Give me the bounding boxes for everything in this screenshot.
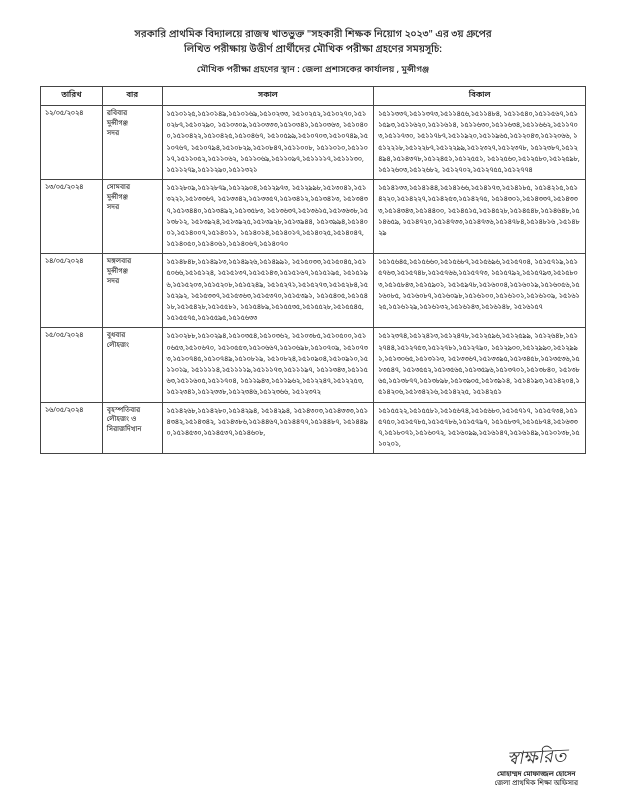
col-afternoon: বিকাল bbox=[374, 87, 586, 106]
document-page: সরকারি প্রাথমিক বিদ্যালয়ে রাজস্ব খাতভুক… bbox=[0, 0, 618, 800]
table-row: ১২/০৫/২০২৪রবিবারমুন্সীগঞ্জসদর১৫১০১২৫,১৫১… bbox=[41, 106, 586, 180]
cell-day: বুধবারলৌহজং bbox=[102, 328, 162, 402]
signature-title: জেলা প্রাথমিক শিক্ষা অফিসার bbox=[495, 779, 578, 788]
cell-afternoon: ১৫১১৩৩৭,১৫১১৩৭৩,১৫১১৪৫৬,১৫১১৪৮৪, ১৫১১৫৪০… bbox=[374, 106, 586, 180]
cell-afternoon: ১৫১২৩৭৪,১৫১২৪১৩,১৫১২৪৭৮,১৫১২৫৯৬,১৫১২৫৯৯,… bbox=[374, 328, 586, 402]
cell-morning: ১৫১২৮০৯,১৫১২৮৭৯,১৫১২৯০৪,১৫১২৯৭৩, ১৫১২৯৯৮… bbox=[162, 180, 374, 254]
cell-date: ১৪/০৫/২০২৪ bbox=[41, 254, 103, 328]
cell-morning: ১৫১৪২৬৮,১৫১৪২৮০,১৫১৪২৯৪, ১৫১৪২৯৪, ১৫১৪৩০… bbox=[162, 402, 374, 454]
col-day: বার bbox=[102, 87, 162, 106]
signature-scribble: স্বাক্ষরিত bbox=[494, 744, 578, 772]
subheader: মৌখিক পরীক্ষা গ্রহণের স্থান : জেলা প্রশা… bbox=[40, 64, 586, 76]
table-row: ১৫/০৫/২০২৪বুধবারলৌহজং১৫১০২৮৮,১৫১০২৯৪,১৫১… bbox=[41, 328, 586, 402]
col-morning: সকাল bbox=[162, 87, 374, 106]
header-block: সরকারি প্রাথমিক বিদ্যালয়ে রাজস্ব খাতভুক… bbox=[40, 28, 586, 58]
cell-day: মঙ্গলবারমুন্সীগঞ্জসদর bbox=[102, 254, 162, 328]
signature-block: স্বাক্ষরিত মোহাম্মদ মোফাজ্জল হোসেন জেলা … bbox=[495, 746, 578, 788]
cell-date: ১৫/০৫/২০২৪ bbox=[41, 328, 103, 402]
cell-afternoon: ১৫১৫৬৪৫,১৫১৫৬৬০,১৫১৫৬৮৭,১৫১৫৬৯৬,১৫১৫৭০৪,… bbox=[374, 254, 586, 328]
header-line2: লিখিত পরীক্ষায় উত্তীর্ণ প্রার্থীদের মৌখ… bbox=[40, 43, 586, 58]
table-row: ১৬/০৫/২০২৪বৃহস্পতিবারলৌহজং ওসিরাজদিখান১৫… bbox=[41, 402, 586, 454]
header-line1: সরকারি প্রাথমিক বিদ্যালয়ে রাজস্ব খাতভুক… bbox=[40, 28, 586, 43]
cell-day: সোমবারমুন্সীগঞ্জসদর bbox=[102, 180, 162, 254]
cell-day: বৃহস্পতিবারলৌহজং ওসিরাজদিখান bbox=[102, 402, 162, 454]
cell-afternoon: ১৫১৫৫২২,১৫১৫৫৮১,১৫১৫৬৭৪,১৫১৫৬৮০,১৫১৫৭১৭,… bbox=[374, 402, 586, 454]
cell-day: রবিবারমুন্সীগঞ্জসদর bbox=[102, 106, 162, 180]
cell-morning: ১৫১৪৮৪৮,১৫১৪৯১৩,১৫১৪৯২৬,১৫১৪৯৯১, ১৫১৫০৩৩… bbox=[162, 254, 374, 328]
cell-date: ১৩/০৫/২০২৪ bbox=[41, 180, 103, 254]
cell-date: ১৬/০৫/২০২৪ bbox=[41, 402, 103, 454]
table-row: ১৪/০৫/২০২৪মঙ্গলবারমুন্সীগঞ্জসদর১৫১৪৮৪৮,১… bbox=[41, 254, 586, 328]
table-row: ১৩/০৫/২০২৪সোমবারমুন্সীগঞ্জসদর১৫১২৮০৯,১৫১… bbox=[41, 180, 586, 254]
cell-afternoon: ১৫১৪১৩৩,১৫১৪১৪৪,১৫১৪১৬৬,১৫১৪১৭৩,১৫১৪১৮৫,… bbox=[374, 180, 586, 254]
cell-date: ১২/০৫/২০২৪ bbox=[41, 106, 103, 180]
table-header-row: তারিখ বার সকাল বিকাল bbox=[41, 87, 586, 106]
cell-morning: ১৫১০২৮৮,১৫১০২৯৪,১৫১০৩৫৪,১৫১০৩৬২, ১৫১০৩৮৫… bbox=[162, 328, 374, 402]
cell-morning: ১৫১০১২৫,১৫১০১৪৯,১৫১০১৬৯,১৫১০২৩৩, ১৫১০২৫২… bbox=[162, 106, 374, 180]
signature-name: মোহাম্মদ মোফাজ্জল হোসেন bbox=[495, 770, 578, 779]
schedule-table: তারিখ বার সকাল বিকাল ১২/০৫/২০২৪রবিবারমুন… bbox=[40, 86, 586, 454]
col-date: তারিখ bbox=[41, 87, 103, 106]
